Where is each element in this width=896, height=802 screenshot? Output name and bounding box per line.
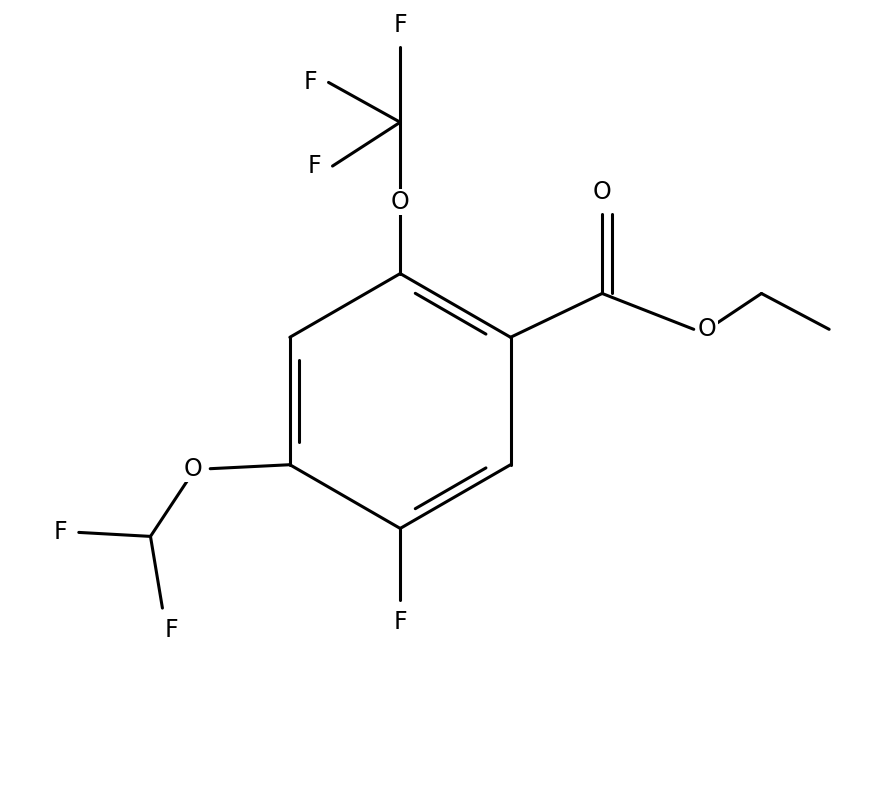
Text: F: F [307,154,322,178]
Text: F: F [393,13,407,37]
Text: O: O [593,180,612,205]
Text: O: O [391,190,409,214]
Text: F: F [304,71,317,95]
Text: F: F [165,618,178,642]
Text: O: O [184,456,202,480]
Text: F: F [393,610,407,634]
Text: O: O [698,318,717,342]
Text: F: F [54,520,67,545]
